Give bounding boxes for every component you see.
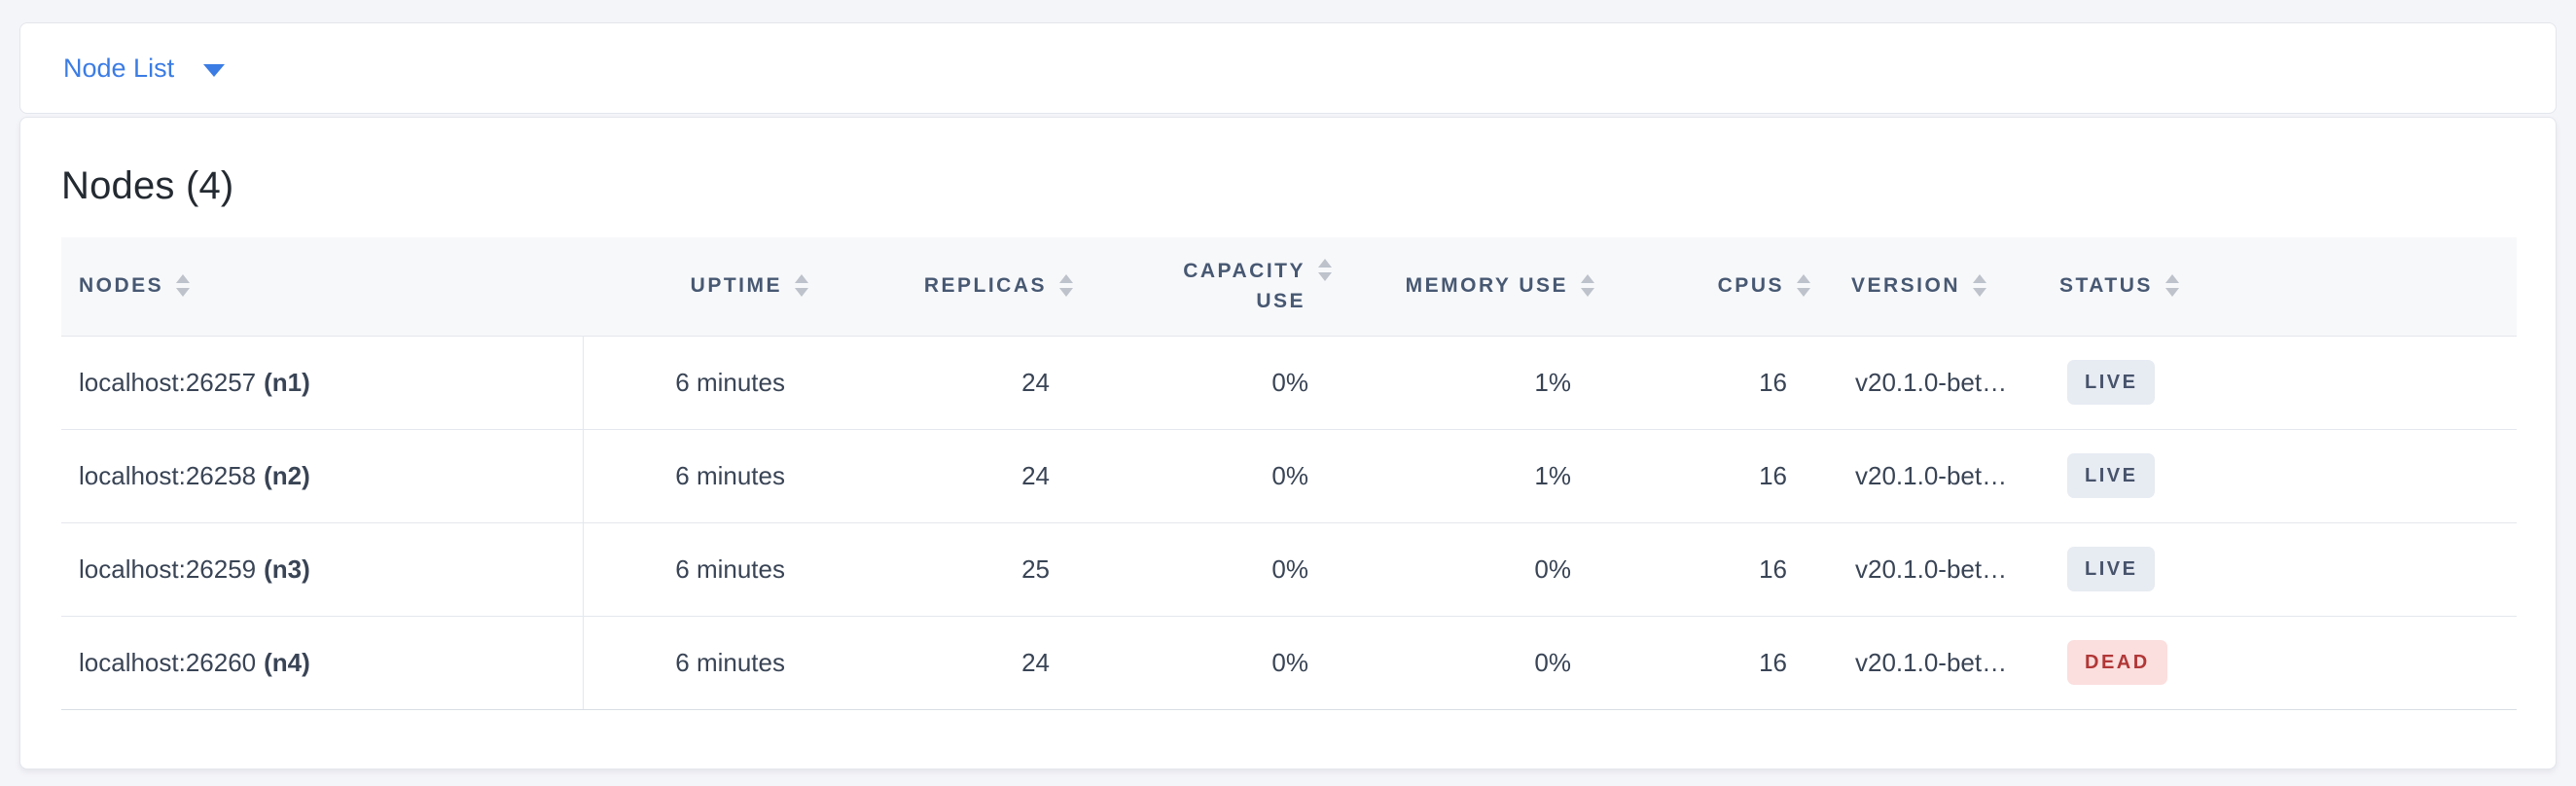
- node-id: (n2): [264, 460, 310, 490]
- table-row[interactable]: localhost:26259 (n3) 6 minutes 25 0% 0% 1…: [61, 522, 2517, 617]
- cell-status: LIVE: [2048, 336, 2517, 430]
- column-header-replicas[interactable]: REPLICAS: [810, 237, 1075, 337]
- node-id: (n1): [264, 367, 310, 397]
- cell-replicas: 24: [810, 616, 1075, 710]
- sort-icon: [1973, 273, 1987, 297]
- sort-icon: [1581, 273, 1594, 297]
- cell-node-address: localhost:26257 (n1): [61, 336, 584, 430]
- cell-status: LIVE: [2048, 429, 2517, 523]
- sort-icon: [176, 273, 191, 297]
- cell-version: v20.1.0-bet…: [1812, 616, 2048, 710]
- view-dropdown-label: Node List: [63, 53, 175, 83]
- cell-replicas: 24: [810, 336, 1075, 430]
- column-header-version[interactable]: VERSION: [1812, 237, 2048, 337]
- view-dropdown[interactable]: Node List: [63, 53, 226, 84]
- sort-icon: [1318, 259, 1332, 282]
- column-header-status[interactable]: STATUS: [2048, 237, 2517, 337]
- cell-capacity-use: 0%: [1075, 336, 1334, 430]
- cell-uptime: 6 minutes: [583, 616, 810, 710]
- cell-capacity-use: 0%: [1075, 522, 1334, 617]
- cell-replicas: 25: [810, 522, 1075, 617]
- cell-version: v20.1.0-bet…: [1812, 336, 2048, 430]
- sort-icon: [2165, 273, 2179, 297]
- table-header-row: NODES UPTIME REPLICAS: [61, 237, 2517, 337]
- cell-version: v20.1.0-bet…: [1812, 429, 2048, 523]
- node-id: (n3): [264, 554, 310, 584]
- cell-replicas: 24: [810, 429, 1075, 523]
- cell-uptime: 6 minutes: [583, 522, 810, 617]
- cell-uptime: 6 minutes: [583, 336, 810, 430]
- cell-memory-use: 0%: [1334, 522, 1596, 617]
- cell-cpus: 16: [1596, 336, 1812, 430]
- column-header-nodes[interactable]: NODES: [61, 237, 583, 337]
- nodes-table: NODES UPTIME REPLICAS: [61, 237, 2517, 710]
- table-row[interactable]: localhost:26257 (n1) 6 minutes 24 0% 1% 1…: [61, 336, 2517, 430]
- nodes-card: Nodes (4) NODES UPTIME: [19, 117, 2557, 769]
- cell-node-address: localhost:26258 (n2): [61, 429, 584, 523]
- cell-status: LIVE: [2048, 522, 2517, 617]
- column-header-capacity-use[interactable]: CAPACITY USE: [1075, 237, 1334, 337]
- cell-memory-use: 1%: [1334, 336, 1596, 430]
- sort-icon: [1059, 273, 1073, 297]
- cell-memory-use: 0%: [1334, 616, 1596, 710]
- cell-cpus: 16: [1596, 616, 1812, 710]
- cell-node-address: localhost:26259 (n3): [61, 522, 584, 617]
- table-row[interactable]: localhost:26260 (n4) 6 minutes 24 0% 0% 1…: [61, 616, 2517, 710]
- chevron-down-icon: [203, 63, 226, 77]
- cell-node-address: localhost:26260 (n4): [61, 616, 584, 710]
- cell-version: v20.1.0-bet…: [1812, 522, 2048, 617]
- column-header-cpus[interactable]: CPUS: [1596, 237, 1812, 337]
- cell-capacity-use: 0%: [1075, 616, 1334, 710]
- sort-icon: [1797, 273, 1810, 297]
- page-title: Nodes (4): [61, 164, 234, 207]
- cell-cpus: 16: [1596, 429, 1812, 523]
- table-row[interactable]: localhost:26258 (n2) 6 minutes 24 0% 1% 1…: [61, 429, 2517, 523]
- cell-cpus: 16: [1596, 522, 1812, 617]
- column-header-uptime[interactable]: UPTIME: [583, 237, 810, 337]
- cell-status: DEAD: [2048, 616, 2517, 710]
- cell-uptime: 6 minutes: [583, 429, 810, 523]
- column-header-memory-use[interactable]: MEMORY USE: [1334, 237, 1596, 337]
- node-id: (n4): [264, 647, 310, 677]
- cell-memory-use: 1%: [1334, 429, 1596, 523]
- status-badge: LIVE: [2067, 453, 2156, 498]
- sort-icon: [795, 273, 808, 297]
- cell-capacity-use: 0%: [1075, 429, 1334, 523]
- status-badge: DEAD: [2067, 640, 2167, 685]
- status-badge: LIVE: [2067, 547, 2156, 591]
- view-switcher-bar: Node List: [19, 22, 2557, 114]
- status-badge: LIVE: [2067, 360, 2156, 405]
